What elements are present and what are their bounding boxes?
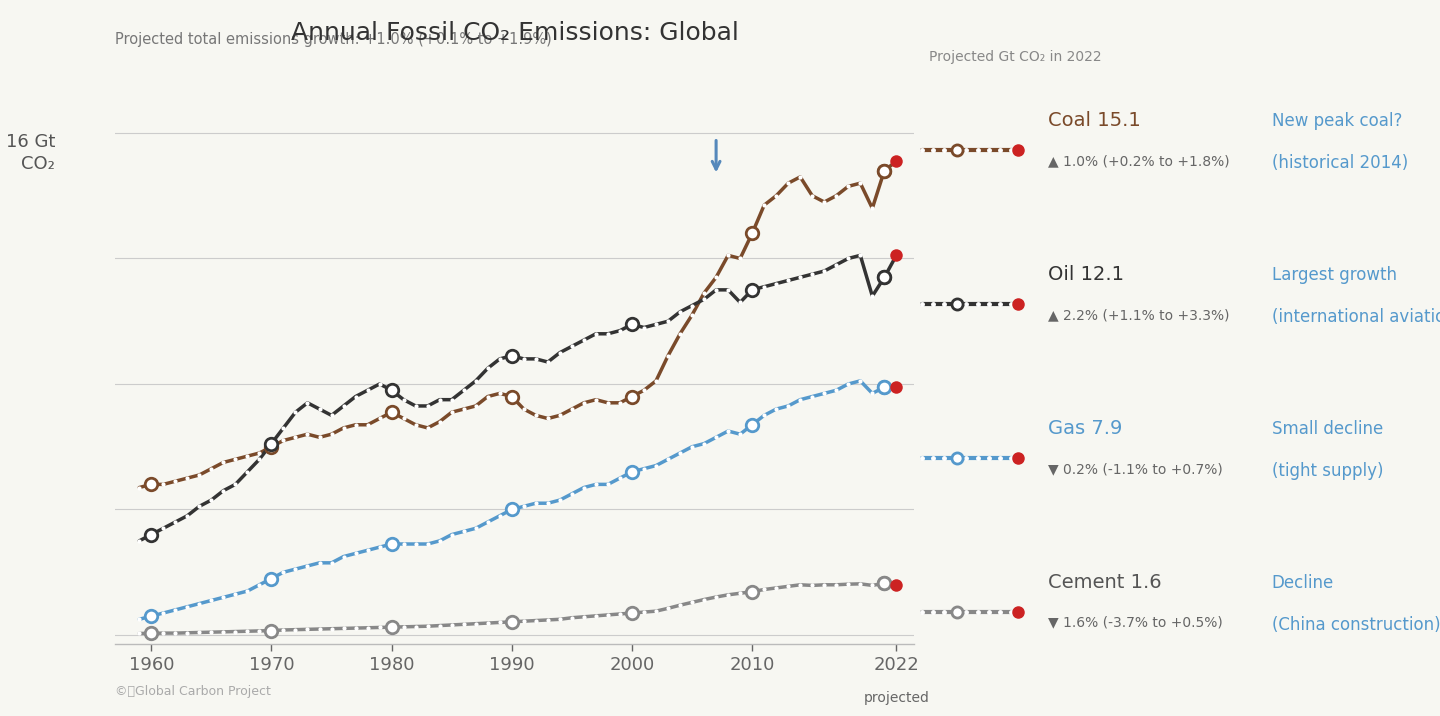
Text: Cement 1.6: Cement 1.6	[1048, 573, 1162, 592]
Text: Projected Gt CO₂ in 2022: Projected Gt CO₂ in 2022	[929, 50, 1102, 64]
Text: Gas 7.9: Gas 7.9	[1048, 419, 1123, 438]
Text: (China construction): (China construction)	[1272, 616, 1440, 634]
Text: ©ⓘGlobal Carbon Project: ©ⓘGlobal Carbon Project	[115, 685, 271, 698]
Text: (tight supply): (tight supply)	[1272, 462, 1382, 480]
Text: Projected total emissions growth: +1.0% (+0.1% to +1.9%): Projected total emissions growth: +1.0% …	[115, 32, 552, 47]
Text: Small decline: Small decline	[1272, 420, 1382, 438]
Text: Annual Fossil CO₂ Emissions: Global: Annual Fossil CO₂ Emissions: Global	[291, 21, 739, 46]
Text: projected: projected	[864, 692, 929, 705]
Text: New peak coal?: New peak coal?	[1272, 112, 1403, 130]
Text: (international aviation): (international aviation)	[1272, 308, 1440, 326]
Text: (historical 2014): (historical 2014)	[1272, 154, 1408, 172]
Text: Oil 12.1: Oil 12.1	[1048, 265, 1125, 284]
Text: Coal 15.1: Coal 15.1	[1048, 111, 1140, 130]
Text: Largest growth: Largest growth	[1272, 266, 1397, 284]
Text: ▼ 0.2% (-1.1% to +0.7%): ▼ 0.2% (-1.1% to +0.7%)	[1048, 462, 1223, 476]
Text: 16 Gt
CO₂: 16 Gt CO₂	[6, 133, 55, 173]
Text: ▲ 1.0% (+0.2% to +1.8%): ▲ 1.0% (+0.2% to +1.8%)	[1048, 154, 1230, 168]
Text: ▼ 1.6% (-3.7% to +0.5%): ▼ 1.6% (-3.7% to +0.5%)	[1048, 616, 1223, 630]
Text: ▲ 2.2% (+1.1% to +3.3%): ▲ 2.2% (+1.1% to +3.3%)	[1048, 308, 1230, 322]
Text: Decline: Decline	[1272, 574, 1333, 592]
